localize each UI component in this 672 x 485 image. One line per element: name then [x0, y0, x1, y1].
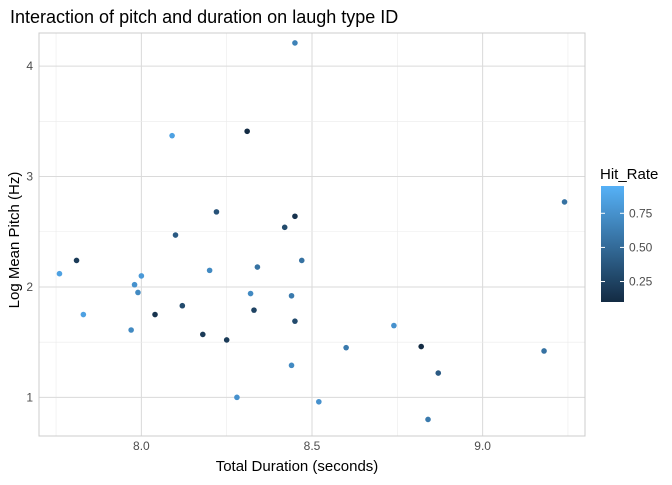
legend-colorbar-ticks: 0.25 0.50 0.75 — [601, 206, 653, 289]
x-axis-label: Total Duration (seconds) — [216, 458, 379, 475]
x-tick-label: 9.0 — [474, 439, 491, 453]
data-point — [200, 331, 206, 338]
data-point — [541, 348, 547, 354]
data-point — [172, 232, 179, 238]
data-point — [80, 311, 87, 318]
data-point — [169, 132, 175, 139]
x-tick-label: 8.5 — [304, 439, 321, 453]
data-point — [234, 394, 240, 401]
data-point — [288, 362, 295, 369]
plot-panel-border — [38, 32, 586, 437]
chart-title: Interaction of pitch and duration on lau… — [10, 7, 398, 27]
data-point — [247, 290, 254, 297]
y-tick-label: 3 — [26, 170, 33, 184]
data-point — [288, 292, 295, 299]
data-point — [343, 344, 349, 351]
y-tick-label: 2 — [26, 280, 33, 294]
data-point — [292, 213, 298, 220]
colorbar-tick-label: 0.25 — [629, 275, 653, 289]
data-point — [179, 302, 186, 309]
colorbar-tick-label: 0.50 — [629, 240, 653, 254]
data-point — [213, 209, 220, 215]
data-point — [292, 318, 298, 324]
data-point — [292, 40, 298, 46]
data-point — [254, 264, 261, 270]
data-point — [138, 273, 145, 279]
data-point — [251, 307, 257, 313]
data-point — [316, 398, 322, 405]
y-tick-label: 4 — [26, 59, 33, 73]
data-point — [244, 128, 250, 135]
grid-lines — [39, 33, 585, 436]
data-point — [206, 267, 213, 274]
y-tick-label: 1 — [26, 390, 33, 404]
y-axis-label: Log Mean Pitch (Hz) — [6, 172, 23, 309]
legend-colorbar — [601, 186, 624, 302]
data-point — [152, 311, 158, 318]
data-point — [135, 289, 141, 296]
data-point — [391, 322, 397, 329]
data-point — [425, 416, 431, 423]
x-tick-label: 8.0 — [133, 439, 150, 453]
data-point — [223, 337, 230, 343]
legend-title: Hit_Rate — [600, 166, 658, 183]
data-point — [418, 343, 425, 350]
data-point — [298, 257, 305, 264]
data-point — [131, 281, 138, 288]
data-points — [56, 40, 568, 423]
data-point — [73, 257, 80, 264]
data-point — [561, 199, 568, 205]
colorbar-tick-label: 0.75 — [629, 206, 653, 220]
legend: Hit_Rate 0.25 0.50 0.75 — [600, 166, 658, 302]
data-point — [435, 370, 442, 376]
data-point — [128, 327, 134, 333]
data-point — [281, 224, 288, 231]
data-point — [56, 270, 63, 277]
y-axis-ticks: 1 2 3 4 — [26, 59, 33, 404]
x-axis-ticks: 8.0 8.5 9.0 — [133, 439, 491, 453]
